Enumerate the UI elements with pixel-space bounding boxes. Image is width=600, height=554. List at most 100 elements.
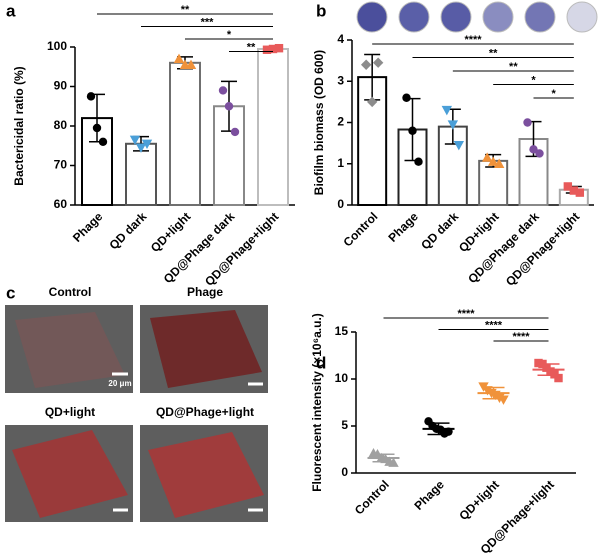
y-tick-label: 10 [335,371,349,385]
significance-label: **** [512,331,530,343]
biofilm [12,430,128,518]
x-tick-label: Control [352,477,392,517]
data-point [185,59,197,69]
significance-label: * [552,88,557,100]
y-tick-label: 15 [335,324,349,338]
y-tick-label: 5 [341,418,348,432]
y-tick-label: 2 [337,115,344,129]
data-point [523,118,532,127]
biofilm [150,310,262,388]
scale-bar-label: 20 μm [108,379,131,388]
x-tick-label: QD+light [456,477,501,522]
data-point [408,126,417,135]
panel-label: b [316,1,326,20]
data-point [129,135,141,146]
data-point [360,59,372,70]
bar [169,61,201,206]
x-tick-label: QD dark [106,209,149,252]
y-tick-label: 90 [54,79,68,93]
x-tick-label: QD@Phage+light [202,209,281,288]
image-title: QD+light [45,405,95,419]
data-point [268,44,278,54]
data-point [98,137,108,146]
y-tick-label: 80 [54,118,68,132]
data-point [230,127,240,137]
data-point [173,53,185,64]
data-point [569,186,579,195]
data-point [224,102,234,111]
data-point [563,182,573,191]
significance-label: * [227,29,232,41]
image-title: Phage [187,285,223,299]
x-tick-label: QD@Phage+light [503,209,582,288]
well [524,1,556,33]
significance-label: **** [464,34,482,46]
biofilm [15,312,125,388]
data-point [493,158,505,168]
data-point [453,140,465,151]
significance-label: ** [489,47,498,59]
x-tick-label: QD+light [148,209,193,254]
data-point [92,123,102,133]
data-point [441,105,453,116]
data-point [262,45,272,54]
well [482,1,514,33]
y-tick-label: 60 [54,197,68,211]
data-point [218,86,228,95]
significance-label: * [531,74,536,86]
data-point [529,145,538,154]
y-axis-label: Fluorescent intensity (×10⁶a.u.) [310,313,324,492]
significance-label: **** [457,308,475,320]
data-point [141,139,153,149]
y-tick-label: 70 [54,158,68,172]
data-point [388,457,399,467]
data-point [447,120,459,130]
y-tick-label: 100 [47,39,67,53]
data-point [402,93,411,102]
data-point [554,373,563,383]
well [356,1,388,33]
significance-label: **** [485,319,503,331]
panel-label: c [6,283,15,302]
y-axis-label: Bactericidal ratio (%) [12,66,26,185]
well [440,1,472,33]
significance-label: ** [247,41,256,53]
x-tick-label: Phage [385,209,421,245]
significance-label: *** [201,16,215,28]
data-point [535,149,544,158]
data-point [575,188,585,197]
well [398,1,430,33]
x-tick-label: QD dark [418,209,461,252]
data-point [86,92,96,101]
y-axis-label: Biofilm biomass (OD 600) [312,50,326,195]
y-tick-label: 0 [337,197,344,211]
data-point [481,152,493,162]
x-tick-label: Phage [70,209,106,245]
data-point [444,427,453,436]
micrographs: 20 μm [5,305,268,522]
panel-label: a [6,1,16,20]
significance-label: ** [181,4,190,16]
data-point [372,57,384,68]
image-title: Control [49,285,92,299]
y-tick-label: 4 [337,32,344,46]
image-title: QD@Phage+light [156,405,254,419]
x-tick-label: QD@Phage dark [465,209,542,286]
data-point [414,157,423,166]
well [566,1,598,33]
y-tick-label: 3 [337,73,344,87]
x-tick-label: Phage [411,477,447,513]
data-point [366,96,378,108]
data-point [498,395,509,405]
biofilm [148,432,264,518]
y-tick-label: 1 [337,156,344,170]
data-point [274,43,284,53]
bar [125,142,157,206]
data-point [487,156,499,166]
panel-label: d [316,353,326,372]
significance-label: ** [509,61,518,73]
y-tick-label: 0 [341,465,348,479]
bar [257,47,289,206]
data-point [135,143,147,153]
